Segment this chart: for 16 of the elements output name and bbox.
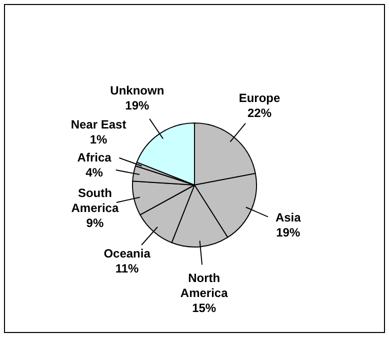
slice-label: Europe bbox=[238, 91, 281, 106]
data-label: 1% bbox=[90, 132, 108, 146]
slice-label: Asia bbox=[275, 210, 302, 224]
data-label: 11% bbox=[115, 261, 140, 276]
slice-label: Unknown bbox=[110, 83, 164, 98]
data-label: 4% bbox=[86, 166, 104, 180]
slice-label: South America bbox=[71, 186, 119, 216]
data-label: 22% bbox=[248, 106, 272, 120]
data-label: 19% bbox=[125, 98, 150, 112]
slice-label: Near East bbox=[70, 117, 126, 132]
data-label: 15% bbox=[192, 300, 216, 315]
data-label: 19% bbox=[276, 225, 300, 240]
slice-label: Africa bbox=[77, 150, 112, 165]
slice-label: North America bbox=[180, 270, 228, 300]
data-label: 9% bbox=[86, 216, 104, 230]
slice-label: Oceania bbox=[104, 246, 151, 260]
